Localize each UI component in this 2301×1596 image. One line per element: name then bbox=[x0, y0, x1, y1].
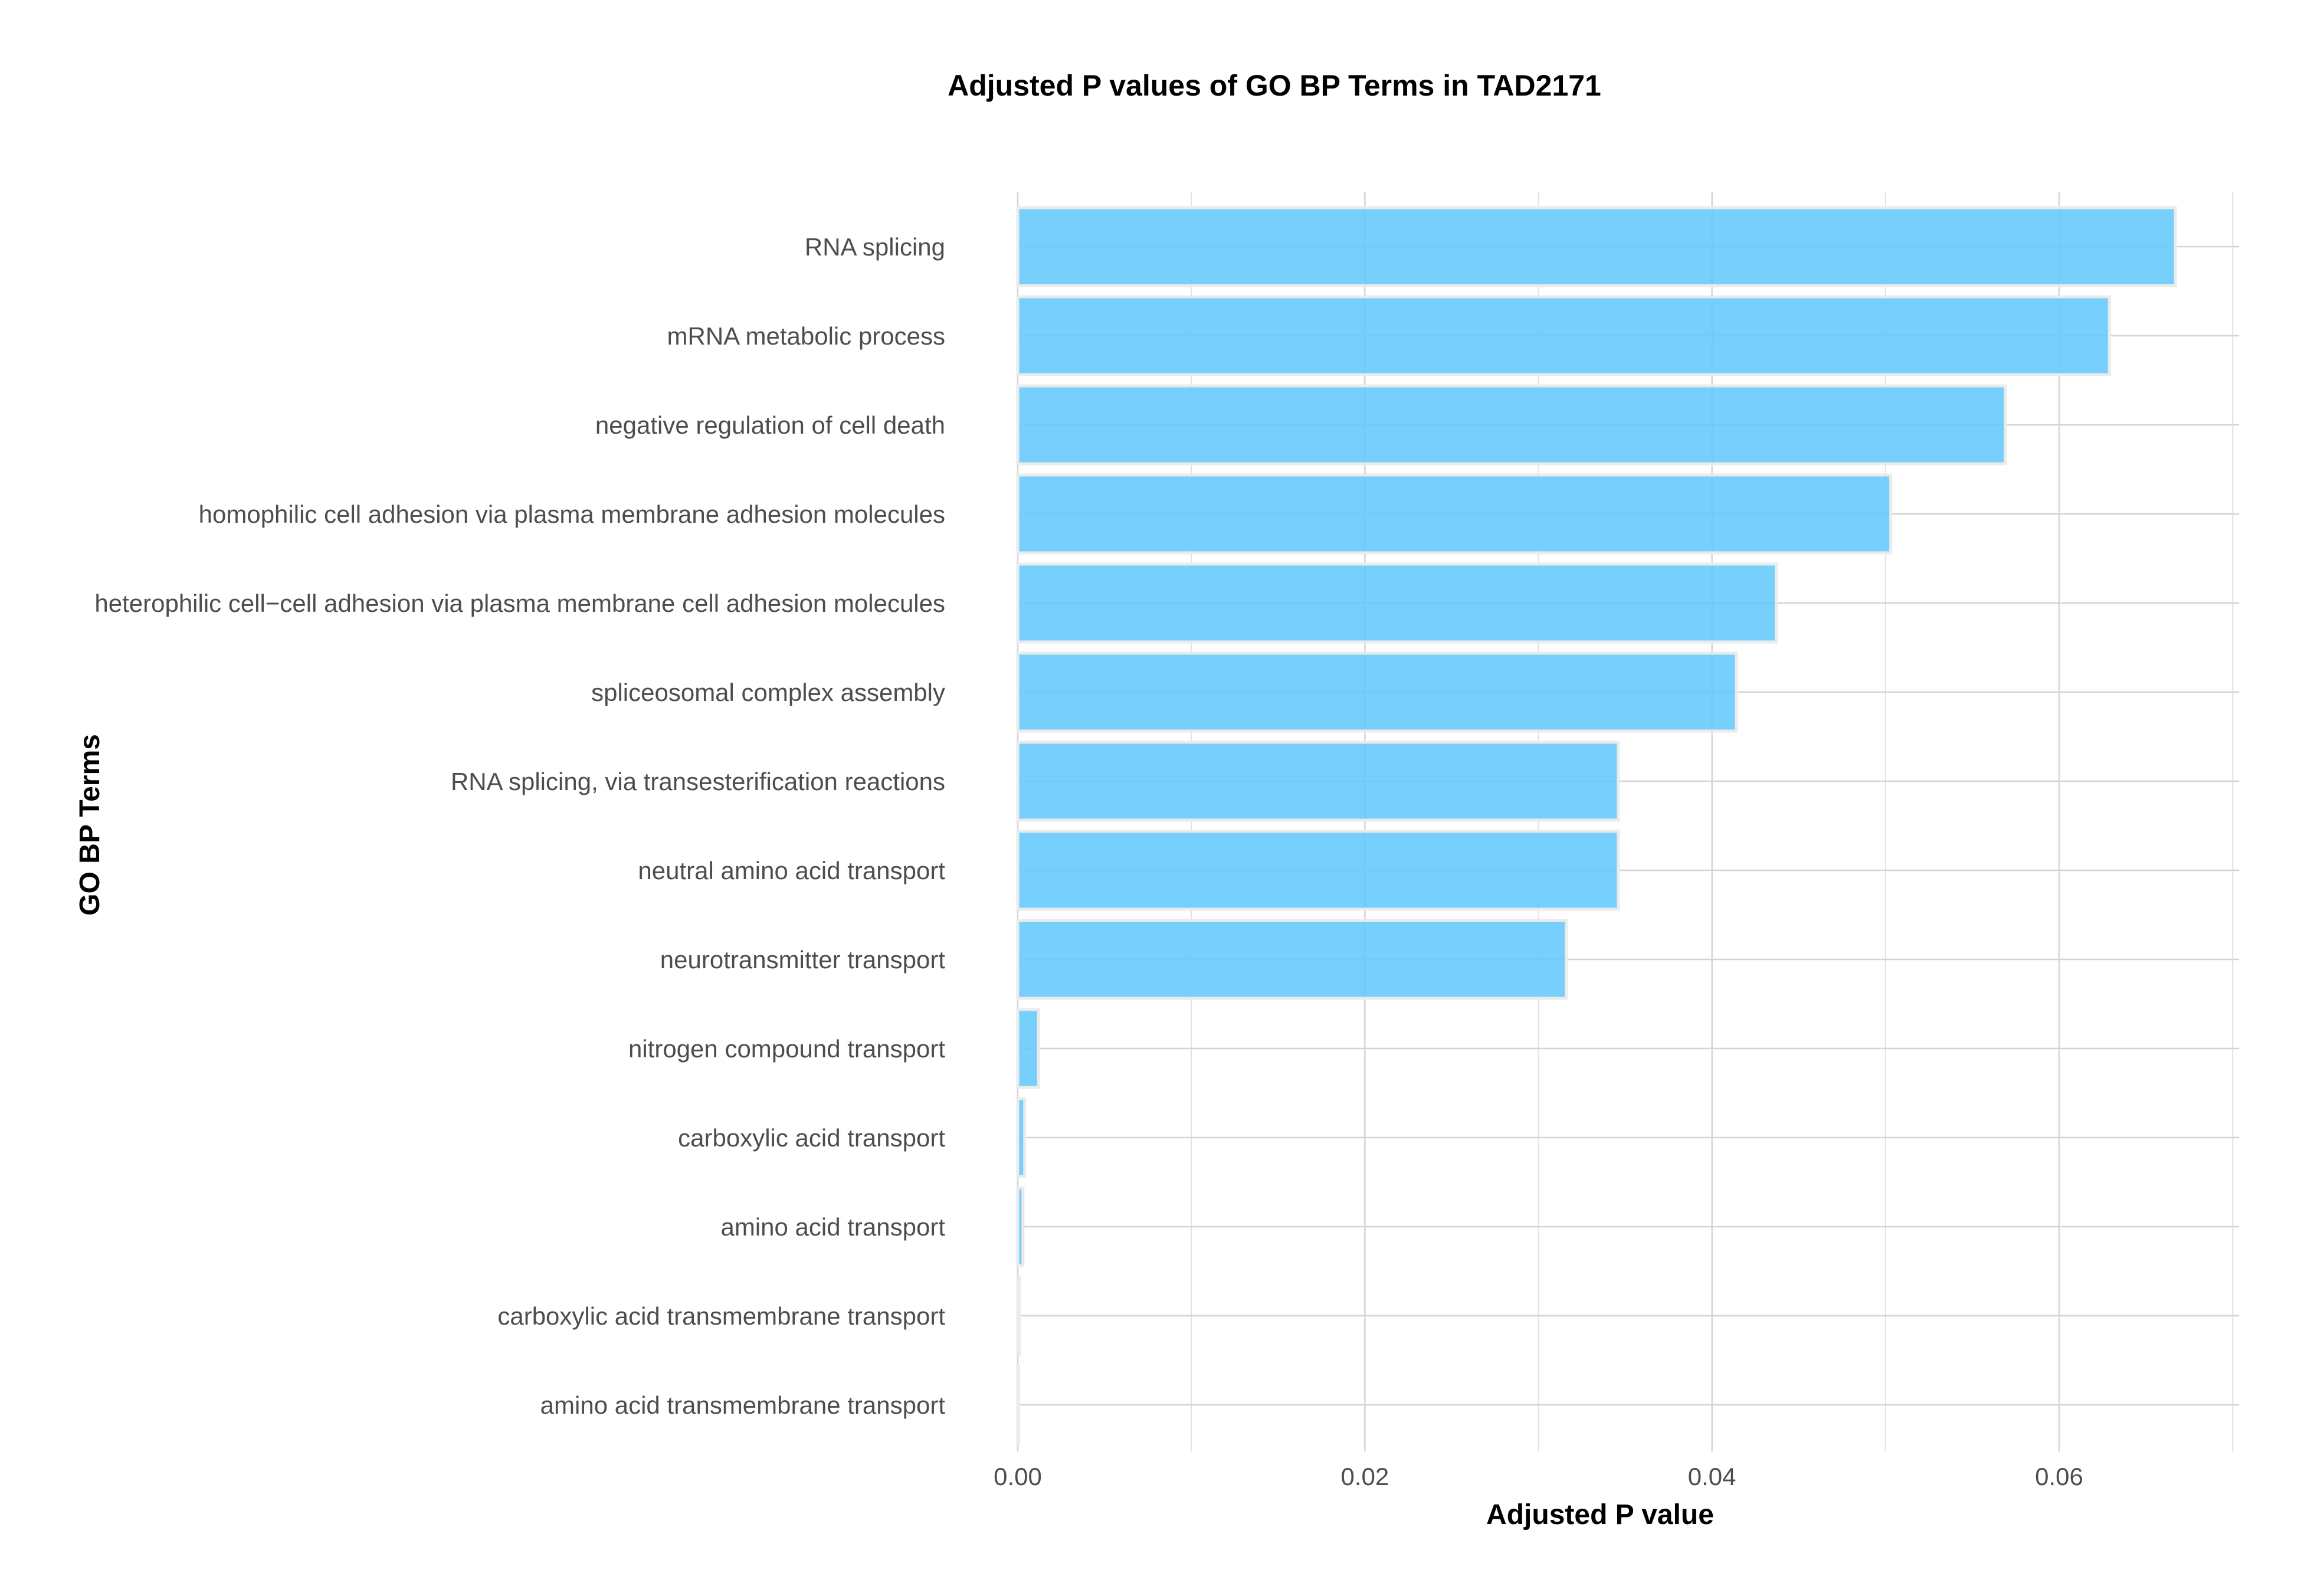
category-label: neurotransmitter transport bbox=[660, 946, 946, 974]
category-label: nitrogen compound transport bbox=[628, 1035, 945, 1063]
bar bbox=[1016, 1097, 1027, 1178]
category-label: negative regulation of cell death bbox=[595, 411, 945, 439]
bar bbox=[1016, 562, 1778, 644]
bar bbox=[1016, 384, 2007, 466]
chart-title: Adjusted P values of GO BP Terms in TAD2… bbox=[948, 69, 1601, 102]
bar bbox=[1016, 295, 2111, 376]
bar bbox=[1016, 919, 1568, 1000]
bars bbox=[1016, 206, 2177, 1446]
x-axis-title: Adjusted P value bbox=[1486, 1499, 1714, 1531]
category-label: homophilic cell adhesion via plasma memb… bbox=[199, 500, 945, 528]
x-tick-label: 0.02 bbox=[1340, 1463, 1389, 1490]
bar bbox=[1016, 1186, 1025, 1267]
x-tick-label: 0.00 bbox=[994, 1463, 1042, 1490]
x-tick-labels: 0.00 0.02 0.04 0.06 bbox=[994, 1463, 2083, 1490]
category-label: neutral amino acid transport bbox=[638, 857, 945, 884]
category-label: RNA splicing, via transesterification re… bbox=[451, 768, 945, 795]
category-label: amino acid transmembrane transport bbox=[540, 1391, 946, 1419]
y-axis-title: GO BP Terms bbox=[74, 734, 106, 916]
bar bbox=[1016, 1008, 1040, 1089]
bar bbox=[1016, 651, 1738, 733]
bar bbox=[1016, 830, 1620, 911]
bar bbox=[1016, 206, 2177, 287]
category-label: mRNA metabolic process bbox=[667, 322, 946, 350]
category-labels: RNA splicing mRNA metabolic process negati… bbox=[94, 233, 945, 1419]
category-label: carboxylic acid transmembrane transport bbox=[497, 1302, 945, 1330]
category-label: heterophilic cell−cell adhesion via plas… bbox=[94, 589, 945, 617]
bar bbox=[1016, 1275, 1021, 1356]
category-label: carboxylic acid transport bbox=[678, 1124, 945, 1152]
bar bbox=[1016, 473, 1893, 555]
category-label: amino acid transport bbox=[720, 1213, 945, 1241]
x-tick-label: 0.04 bbox=[1688, 1463, 1736, 1490]
category-label: RNA splicing bbox=[805, 233, 945, 261]
category-label: spliceosomal complex assembly bbox=[591, 679, 945, 706]
x-tick-label: 0.06 bbox=[2035, 1463, 2083, 1490]
bar bbox=[1016, 740, 1620, 822]
